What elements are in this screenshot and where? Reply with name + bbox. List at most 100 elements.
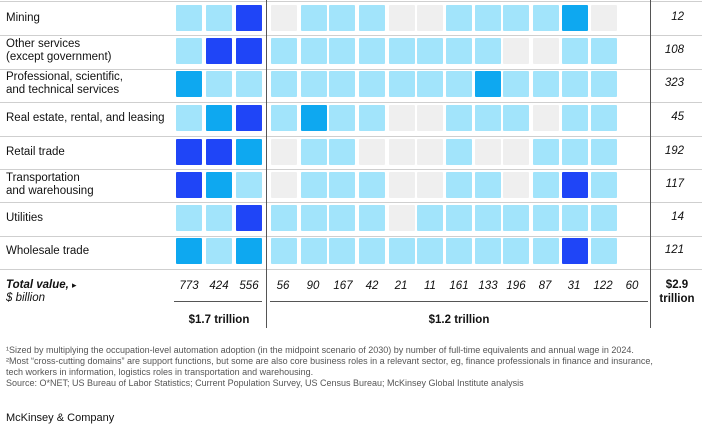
- row-total: 117: [665, 178, 684, 190]
- arrow-right-icon: ▸: [72, 280, 77, 290]
- heatmap-cell: [389, 238, 415, 264]
- heatmap-cell: [206, 38, 232, 64]
- source-note: Source: O*NET; US Bureau of Labor Statis…: [6, 378, 524, 388]
- total-value-label: Total value, ▸ $ billion: [6, 279, 77, 304]
- heatmap-cell: [206, 205, 232, 231]
- heatmap-cell: [236, 238, 262, 264]
- heatmap-cell: [359, 172, 385, 198]
- heatmap-cell: [359, 139, 385, 165]
- heatmap-cell: [533, 71, 559, 97]
- heatmap-cell: [446, 38, 472, 64]
- column-total: 60: [625, 280, 639, 292]
- heatmap-cell: [446, 105, 472, 131]
- heatmap-cell: [591, 38, 617, 64]
- heatmap-cell: [389, 5, 415, 31]
- group-total-right: $1.2 trillion: [428, 314, 490, 326]
- heatmap-cell: [503, 38, 529, 64]
- heatmap-cell: [417, 5, 443, 31]
- heatmap-cell: [389, 205, 415, 231]
- heatmap-cell: [236, 5, 262, 31]
- heatmap-cell: [503, 238, 529, 264]
- row-label: Real estate, rental, and leasing: [6, 111, 165, 124]
- column-total: 31: [567, 280, 581, 292]
- heatmap-cell: [301, 38, 327, 64]
- heatmap-cell: [176, 5, 202, 31]
- heatmap-cell: [271, 38, 297, 64]
- row-divider: [0, 102, 702, 103]
- heatmap-cell: [271, 5, 297, 31]
- heatmap-cell: [475, 172, 501, 198]
- heatmap-cell: [359, 5, 385, 31]
- heatmap-cell: [389, 38, 415, 64]
- heatmap-cell: [417, 139, 443, 165]
- heatmap-cell: [475, 139, 501, 165]
- grand-total: $2.9 trillion: [659, 279, 695, 305]
- column-total: 133: [478, 280, 498, 292]
- heatmap-cell: [236, 71, 262, 97]
- group-divider-left: [266, 0, 267, 328]
- row-divider: [0, 136, 702, 137]
- heatmap-cell: [591, 5, 617, 31]
- heatmap-cell: [359, 238, 385, 264]
- heatmap-cell: [417, 172, 443, 198]
- heatmap-cell: [503, 139, 529, 165]
- column-total: 42: [365, 280, 379, 292]
- heatmap-cell: [591, 71, 617, 97]
- heatmap-cell: [475, 38, 501, 64]
- heatmap-cell: [236, 172, 262, 198]
- heatmap-cell: [475, 205, 501, 231]
- heatmap-cell: [475, 71, 501, 97]
- heatmap-cell: [176, 105, 202, 131]
- heatmap-cell: [176, 205, 202, 231]
- heatmap-cell: [533, 205, 559, 231]
- heatmap-cell: [271, 105, 297, 131]
- row-total: 192: [664, 145, 684, 157]
- heatmap-cell: [359, 105, 385, 131]
- footnote-2: ²Most “cross-cutting domains” are suppor…: [6, 356, 653, 366]
- heatmap-cell: [236, 205, 262, 231]
- column-total: 56: [276, 280, 290, 292]
- heatmap-cell: [206, 172, 232, 198]
- heatmap-cell: [533, 5, 559, 31]
- heatmap-cell: [271, 139, 297, 165]
- row-divider: [0, 236, 702, 237]
- heatmap-cell: [176, 238, 202, 264]
- heatmap-cell: [389, 172, 415, 198]
- heatmap-cell: [591, 205, 617, 231]
- heatmap-cell: [301, 71, 327, 97]
- heatmap-cell: [562, 139, 588, 165]
- column-total: 90: [306, 280, 320, 292]
- heatmap-cell: [417, 205, 443, 231]
- heatmap-cell: [417, 105, 443, 131]
- heatmap-cell: [236, 38, 262, 64]
- heatmap-cell: [533, 105, 559, 131]
- footnote-3: tech workers in information, logistics r…: [6, 367, 314, 377]
- heatmap-cell: [562, 238, 588, 264]
- heatmap-cell: [176, 139, 202, 165]
- row-divider: [0, 202, 702, 203]
- heatmap-cell: [329, 105, 355, 131]
- heatmap-cell: [417, 38, 443, 64]
- row-divider: [0, 69, 702, 70]
- heatmap-cell: [446, 172, 472, 198]
- heatmap-cell: [176, 38, 202, 64]
- column-total: 11: [424, 280, 436, 292]
- row-total: 12: [671, 11, 684, 23]
- heatmap-cell: [329, 139, 355, 165]
- heatmap-cell: [446, 205, 472, 231]
- heatmap-cell: [389, 139, 415, 165]
- heatmap-cell: [475, 5, 501, 31]
- row-divider: [0, 1, 702, 2]
- heatmap-cell: [271, 238, 297, 264]
- heatmap-cell: [591, 105, 617, 131]
- column-total: 196: [506, 280, 526, 292]
- heatmap-cell: [236, 105, 262, 131]
- heatmap-cell: [236, 139, 262, 165]
- row-divider: [0, 169, 702, 170]
- column-total: 167: [333, 280, 353, 292]
- row-total: 45: [671, 111, 684, 123]
- heatmap-cell: [562, 5, 588, 31]
- heatmap-cell: [475, 238, 501, 264]
- column-total: 87: [538, 280, 552, 292]
- total-underline: [174, 301, 262, 302]
